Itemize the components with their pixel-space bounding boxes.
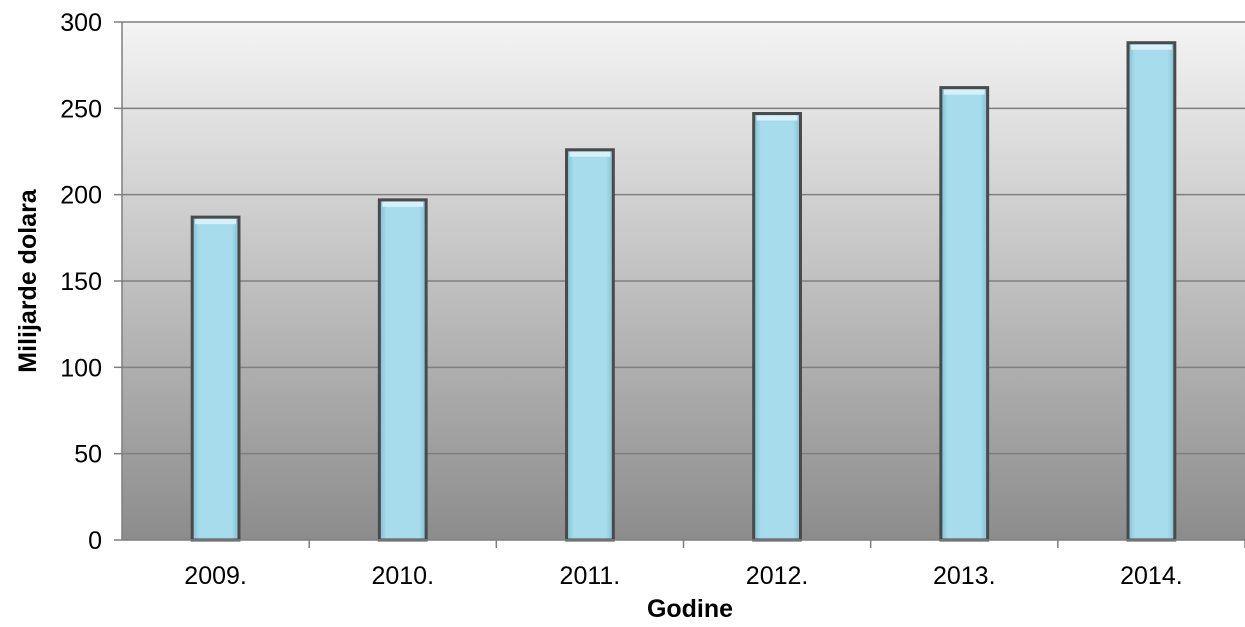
- bar: [752, 112, 802, 542]
- bar-highlight: [1131, 44, 1172, 50]
- y-tick-label: 150: [60, 268, 102, 296]
- bar-rect: [752, 112, 802, 542]
- y-axis-title: Milijarde dolara: [14, 188, 42, 372]
- tick-labels: 0 50 100 150 200 250 300 2009. 2010. 2011. 2012. 20…: [60, 9, 1182, 590]
- bar-rect: [939, 86, 990, 542]
- y-tick-label: 300: [60, 9, 102, 37]
- x-tick-label: 2012.: [746, 562, 809, 590]
- bar-rect: [190, 215, 241, 542]
- x-tick-label: 2014.: [1120, 562, 1183, 590]
- bars: [190, 41, 1177, 542]
- x-tick-label: 2013.: [933, 562, 996, 590]
- y-tick-label: 200: [60, 182, 102, 210]
- y-tick-label: 0: [88, 527, 102, 555]
- y-tick-label: 50: [74, 441, 102, 469]
- x-tick-label: 2010.: [371, 562, 434, 590]
- x-axis-title: Godine: [647, 595, 733, 623]
- bar-rect: [377, 198, 428, 542]
- bar-highlight: [195, 219, 236, 225]
- bar: [190, 215, 241, 542]
- bar-highlight: [943, 89, 985, 95]
- x-tick-label: 2009.: [184, 562, 247, 590]
- gridlines: [122, 21, 1245, 455]
- y-tick-label: 250: [60, 95, 102, 123]
- bar-rect: [1126, 41, 1177, 542]
- bar: [1126, 41, 1177, 542]
- bar-highlight: [756, 115, 798, 121]
- bar-highlight: [382, 201, 424, 207]
- bar: [565, 148, 615, 542]
- bar-rect: [565, 148, 615, 542]
- axes: [114, 21, 1245, 548]
- bar: [939, 86, 990, 542]
- bar-highlight: [569, 151, 611, 157]
- bar: [377, 198, 428, 542]
- x-tick-label: 2011.: [560, 562, 621, 590]
- y-tick-label: 100: [60, 354, 102, 382]
